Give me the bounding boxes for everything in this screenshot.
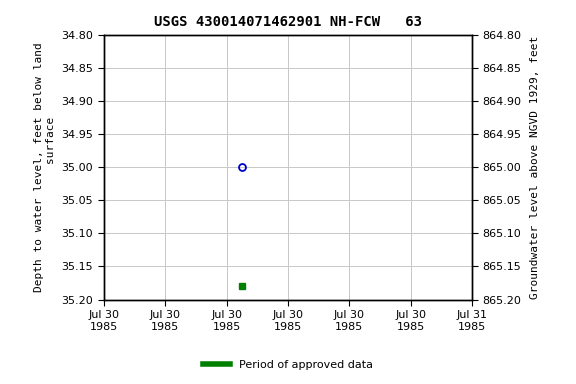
Legend: Period of approved data: Period of approved data	[198, 356, 378, 375]
Y-axis label: Groundwater level above NGVD 1929, feet: Groundwater level above NGVD 1929, feet	[530, 35, 540, 299]
Y-axis label: Depth to water level, feet below land
        surface: Depth to water level, feet below land su…	[34, 42, 56, 292]
Title: USGS 430014071462901 NH-FCW   63: USGS 430014071462901 NH-FCW 63	[154, 15, 422, 29]
